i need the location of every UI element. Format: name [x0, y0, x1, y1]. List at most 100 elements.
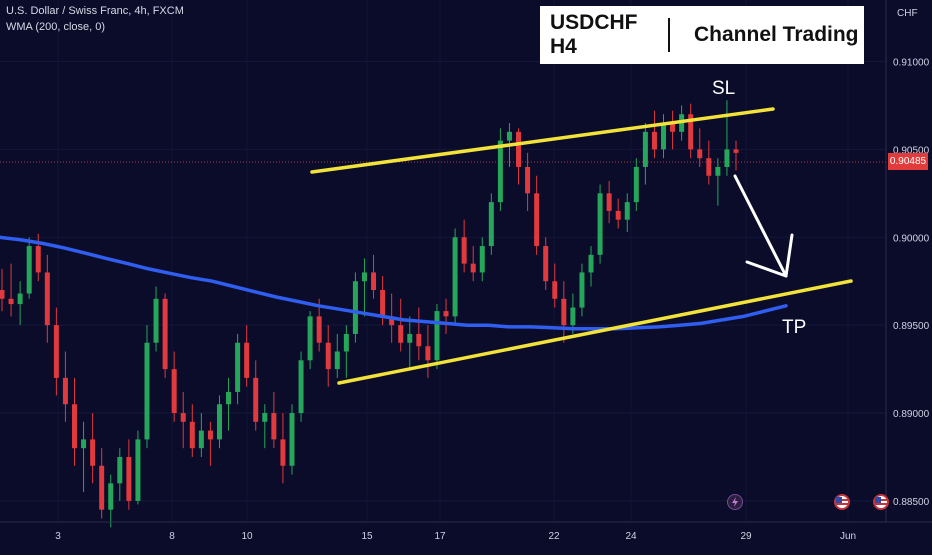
candle-body[interactable]	[271, 413, 277, 440]
candle-body[interactable]	[307, 316, 313, 361]
candle-body[interactable]	[570, 307, 576, 326]
candle-body[interactable]	[615, 210, 621, 220]
candle-body[interactable]	[162, 298, 168, 370]
candle-body[interactable]	[216, 404, 222, 440]
candle-body[interactable]	[361, 272, 367, 282]
title-box: USDCHF H4 Channel Trading	[540, 6, 864, 64]
candle-body[interactable]	[71, 404, 77, 449]
candle-body[interactable]	[0, 290, 5, 299]
candle-body[interactable]	[207, 430, 213, 440]
candle-body[interactable]	[470, 263, 476, 273]
x-tick-label: 17	[434, 531, 446, 542]
candle-body[interactable]	[81, 439, 87, 449]
us-flag-icon[interactable]	[834, 494, 850, 510]
channel-lower-line[interactable]	[337, 279, 853, 385]
candle-body[interactable]	[516, 131, 522, 167]
candle-body[interactable]	[579, 272, 585, 308]
candle-body[interactable]	[226, 391, 232, 405]
tp-label: TP	[782, 317, 807, 338]
candle-body[interactable]	[280, 439, 286, 466]
candle-body[interactable]	[597, 193, 603, 255]
candle-body[interactable]	[706, 158, 712, 176]
candle-body[interactable]	[153, 298, 159, 343]
candle-body[interactable]	[17, 293, 23, 305]
candle-body[interactable]	[44, 272, 50, 326]
candle-body[interactable]	[633, 166, 639, 203]
candle-body[interactable]	[670, 123, 676, 132]
candle-body[interactable]	[561, 298, 567, 326]
candle-body[interactable]	[488, 202, 494, 247]
lightning-icon[interactable]	[727, 494, 743, 510]
candle-body[interactable]	[389, 316, 395, 326]
candle-body[interactable]	[443, 311, 449, 317]
candle-body[interactable]	[90, 439, 96, 466]
candle-body[interactable]	[108, 483, 114, 510]
candle-body[interactable]	[352, 281, 358, 334]
candle-body[interactable]	[117, 456, 123, 484]
candle-body[interactable]	[53, 325, 59, 378]
candle-body[interactable]	[244, 342, 250, 378]
candle-body[interactable]	[298, 360, 304, 414]
y-tick-label: 0.89500	[893, 321, 930, 332]
candle-body[interactable]	[334, 351, 340, 370]
candle-body[interactable]	[624, 202, 630, 220]
candle-body[interactable]	[688, 114, 694, 150]
candle-body[interactable]	[724, 149, 730, 167]
channel-upper-line[interactable]	[310, 107, 775, 174]
candle-body[interactable]	[62, 377, 68, 405]
candle-body[interactable]	[189, 421, 195, 449]
candle-body[interactable]	[343, 333, 349, 352]
candle-body[interactable]	[642, 131, 648, 167]
candle-body[interactable]	[588, 254, 594, 273]
candle-body[interactable]	[198, 430, 204, 449]
x-tick-label: 24	[625, 531, 637, 542]
down-arrow	[733, 174, 794, 278]
candle-body[interactable]	[407, 333, 413, 343]
x-tick-label: 8	[169, 531, 175, 542]
candle-body[interactable]	[543, 246, 549, 282]
candle-body[interactable]	[99, 465, 105, 510]
candle-body[interactable]	[606, 193, 612, 211]
candle-body[interactable]	[651, 131, 657, 150]
candle-body[interactable]	[371, 272, 377, 290]
candle-body[interactable]	[316, 316, 322, 343]
candle-body[interactable]	[262, 413, 268, 422]
candle-body[interactable]	[733, 149, 739, 153]
wma-line	[0, 235, 788, 331]
us-flag-icon[interactable]	[873, 494, 889, 510]
title-symbol: USDCHF H4	[550, 11, 638, 58]
candle-body[interactable]	[552, 281, 558, 299]
candle-body[interactable]	[452, 237, 458, 317]
price-axis-unit: CHF	[897, 8, 918, 19]
candle-body[interactable]	[697, 149, 703, 159]
candle-body[interactable]	[534, 193, 540, 247]
candle-body[interactable]	[26, 246, 32, 294]
x-tick-label: 22	[548, 531, 560, 542]
candle-body[interactable]	[325, 342, 331, 370]
candle-body[interactable]	[425, 346, 431, 361]
candle-body[interactable]	[126, 456, 132, 501]
candle-body[interactable]	[416, 333, 422, 347]
candle-body[interactable]	[180, 413, 186, 422]
candle-body[interactable]	[461, 237, 467, 264]
sl-label: SL	[712, 78, 736, 99]
candle-body[interactable]	[8, 298, 14, 305]
candle-body[interactable]	[235, 342, 241, 392]
candle-body[interactable]	[380, 290, 386, 317]
candle-body[interactable]	[434, 311, 440, 361]
candle-body[interactable]	[506, 131, 512, 141]
candle-body[interactable]	[35, 246, 41, 273]
candle-body[interactable]	[144, 342, 150, 440]
candle-body[interactable]	[289, 413, 295, 466]
candle-body[interactable]	[661, 123, 667, 150]
candle-body[interactable]	[525, 166, 531, 194]
candle-body[interactable]	[171, 369, 177, 414]
candle-body[interactable]	[497, 140, 503, 203]
candle-body[interactable]	[135, 439, 141, 501]
candle-body[interactable]	[479, 246, 485, 273]
candle-body[interactable]	[715, 166, 721, 176]
candle-body[interactable]	[253, 377, 259, 422]
candle-body[interactable]	[398, 325, 404, 343]
